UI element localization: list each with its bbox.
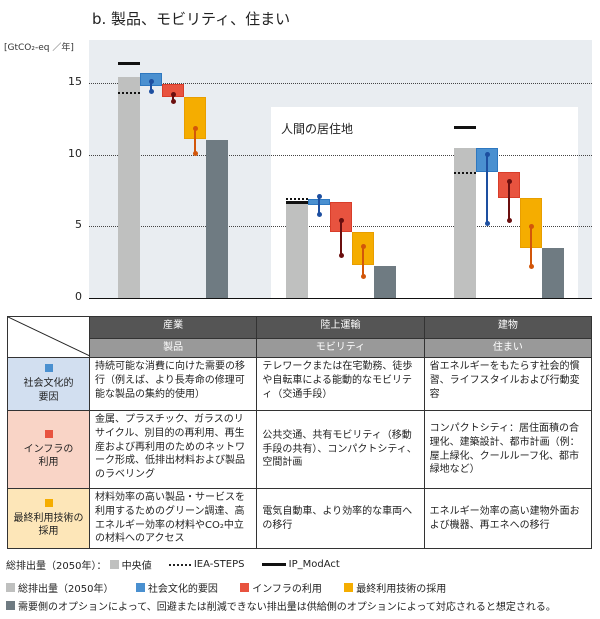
service-header: モビリティ <box>256 338 425 358</box>
row-header-infrastructure: インフラの 利用 <box>7 410 90 489</box>
sector-header: 陸上運輸 <box>256 316 425 339</box>
sector-header: 産業 <box>88 316 258 339</box>
service-header: 住まい <box>423 338 593 358</box>
table-cell: コンパクトシティ：居住面積の合理化、建築設計、都市計画（例：屋上緑化、クールルー… <box>423 410 593 489</box>
range-dot <box>360 274 366 279</box>
range-dot <box>170 92 176 97</box>
y-tick-label: 5 <box>75 218 82 232</box>
range-whisker <box>508 181 510 221</box>
row-header-socio-cultural: 社会文化的 要因 <box>7 357 90 411</box>
range-whisker <box>172 94 174 102</box>
y-axis-unit: [GtCO₂-eq ／年] <box>4 43 74 53</box>
residual-emissions-bar <box>206 140 228 298</box>
socio-cultural-swatch-icon <box>44 364 53 373</box>
table-row-end-use: 最終利用技術の 採用 材料効率の高い製品・サービスを利用するためのグリーン調達、… <box>7 487 593 550</box>
range-whisker <box>486 154 488 224</box>
total-emissions-bar <box>286 203 308 298</box>
range-whisker <box>150 81 152 92</box>
range-dot <box>170 99 176 105</box>
ip-modact-marker <box>286 200 308 204</box>
residual-emissions-bar <box>542 247 564 298</box>
table-corner <box>7 316 90 358</box>
range-dot <box>484 220 490 226</box>
total-emissions-bar <box>118 77 140 298</box>
y-tick-label: 15 <box>68 75 82 89</box>
range-dot <box>528 263 534 269</box>
y-tick-label: 10 <box>68 146 82 160</box>
socio-cultural-swatch-icon <box>135 583 145 592</box>
iea-steps-marker <box>286 197 308 200</box>
iea-steps-dotted-line-icon <box>168 563 191 566</box>
range-dot <box>192 126 198 132</box>
table-cell: 公共交通、共有モビリティ（移動手段の共有）、コンパクトシティ、空間計画 <box>256 410 425 489</box>
range-dot <box>338 218 344 224</box>
infrastructure-swatch-icon <box>240 583 250 592</box>
median-swatch-icon <box>109 560 119 569</box>
range-dot <box>316 212 322 218</box>
range-whisker <box>318 196 320 215</box>
range-whisker <box>340 220 342 255</box>
sector-header: 建物 <box>423 316 593 339</box>
y-tick-label: 0 <box>75 290 82 303</box>
range-whisker <box>530 226 532 267</box>
table-cell: 材料効率の高い製品・サービスを利用するためのグリーン調達、高エネルギー効率の材料… <box>88 487 258 550</box>
residual-emissions-bar <box>374 266 396 298</box>
table-cell: 電気自動車、より効率的な車両への移行 <box>256 487 425 550</box>
table-cell: 持続可能な消費に向けた需要の移行（例えば、より長寿命の修理可能な製品の集約的使用… <box>88 357 258 411</box>
range-dot <box>338 252 344 258</box>
iea-steps-marker <box>118 91 140 94</box>
infrastructure-swatch-icon <box>44 429 53 438</box>
range-dot <box>192 150 198 156</box>
range-dot <box>148 89 154 95</box>
residual-swatch-icon <box>6 601 15 610</box>
gridline <box>89 154 592 156</box>
table-cell: エネルギー効率の高い建物外面および機器、再エネへの移行 <box>423 487 593 550</box>
row-header-end-use: 最終利用技術の 採用 <box>7 487 90 550</box>
iea-steps-marker <box>454 171 476 174</box>
end-use-swatch-icon <box>44 498 53 507</box>
range-dot <box>506 179 512 185</box>
legend-line-1: 総排出量（2050年）： 中央値 IEA-STEPS IP_ModAct <box>6 559 340 572</box>
table-cell: テレワークまたは在宅勤務、徒歩や自転車による能動的なモビリティ（交通手段） <box>256 357 425 411</box>
range-dot <box>484 152 490 158</box>
ip-modact-solid-line-icon <box>261 563 286 566</box>
range-dot <box>528 223 534 229</box>
ip-modact-marker <box>454 126 476 130</box>
legend-line-2: 総排出量（2050年） 社会文化的要因 インフラの利用 最終利用技術の採用 <box>6 580 446 595</box>
end-use-swatch-icon <box>344 583 354 592</box>
table-row-infrastructure: インフラの 利用 金属、プラスチック、ガラスのリサイクル、別目的の再利用、再生産… <box>7 410 593 489</box>
chart-title: b. 製品、モビリティ、住まい <box>92 10 291 28</box>
table-row-socio-cultural: 社会文化的 要因 持続可能な消費に向けた需要の移行（例えば、より長寿命の修理可能… <box>7 357 593 411</box>
x-axis-line <box>89 298 592 299</box>
table-cell: 金属、プラスチック、ガラスのリサイクル、別目的の再利用、再生産および再利用のため… <box>88 410 258 489</box>
table-cell: 省エネルギーをもたらす社会的慣習、ライフスタイルおよび行動変容 <box>423 357 593 411</box>
inset-label: 人間の居住地 <box>281 122 354 136</box>
total-emissions-bar <box>454 147 476 298</box>
range-dot <box>360 243 366 249</box>
range-whisker <box>362 246 364 277</box>
range-whisker <box>194 128 196 154</box>
range-dot <box>316 193 322 199</box>
options-table: 産業 陸上運輸 建物 製品 モビリティ 住まい 社会文化的 要因 持続可能な消費… <box>7 316 593 550</box>
gridline <box>89 83 592 85</box>
legend-line-3: 需要側のオプションによって、回避または削減できない排出量は供給側のオプションによ… <box>6 598 556 613</box>
ip-modact-marker <box>118 61 140 65</box>
total-emissions-swatch-icon <box>6 583 15 592</box>
service-header: 製品 <box>88 338 258 358</box>
range-dot <box>506 218 512 224</box>
range-dot <box>148 79 154 85</box>
